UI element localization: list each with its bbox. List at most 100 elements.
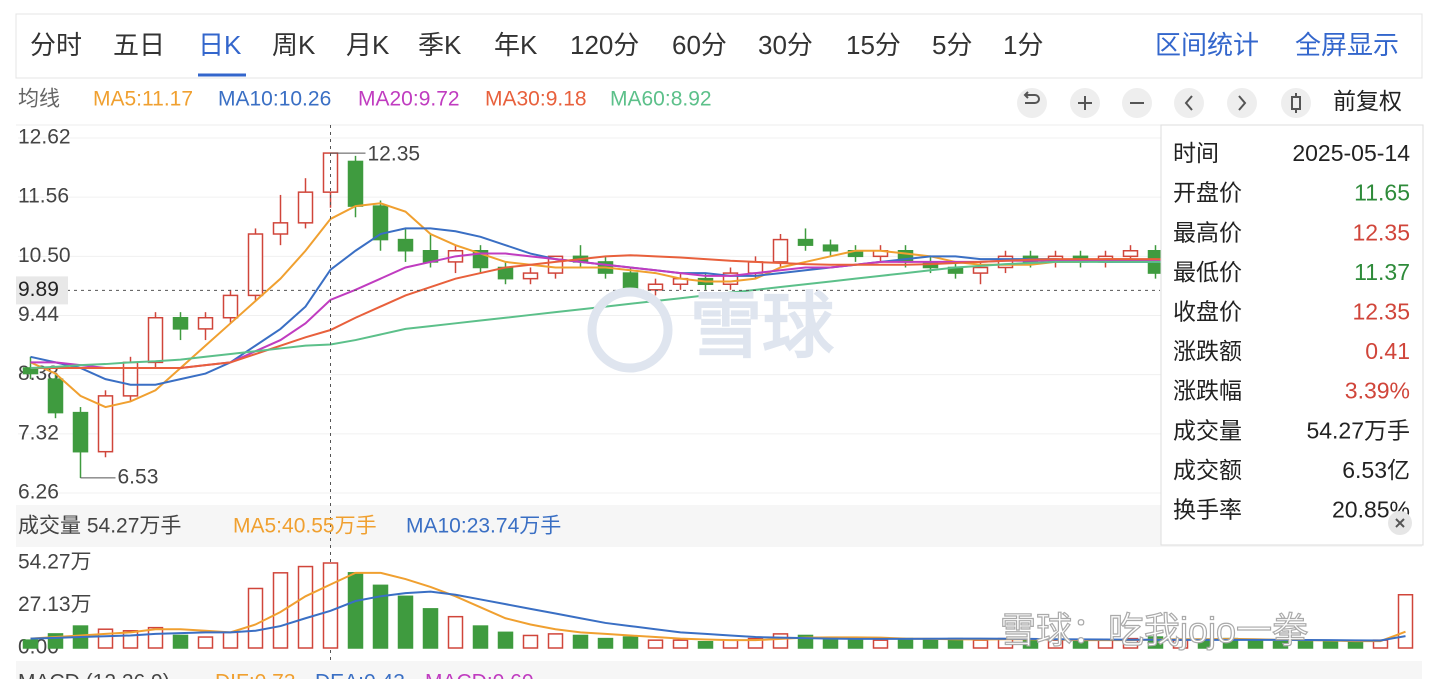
watermark: 雪球: [690, 287, 835, 367]
tab[interactable]: 周K: [272, 30, 316, 60]
tab[interactable]: 日K: [198, 30, 242, 60]
volume-bar: [197, 636, 214, 649]
volume-bar: [747, 637, 764, 649]
volume-bar: [147, 626, 164, 649]
close-glyph: [1395, 518, 1405, 528]
volume-bar: [372, 584, 389, 649]
volume-bar: [1397, 593, 1414, 649]
adjust-mode[interactable]: 前复权: [1333, 88, 1402, 114]
tab[interactable]: 1分: [1003, 30, 1043, 60]
candle-body: [622, 272, 639, 291]
tab[interactable]: 月K: [346, 30, 390, 60]
candle-body: [522, 272, 539, 280]
tab[interactable]: 120分: [570, 30, 639, 60]
toolbar-glyphs: [1023, 91, 1301, 113]
candle-body: [197, 316, 214, 330]
tab[interactable]: 年K: [494, 30, 538, 60]
volume-bar: [722, 639, 739, 649]
volume-bar: [622, 636, 639, 649]
candle-body: [147, 316, 164, 364]
ma-legend: MA5:11.17: [93, 88, 193, 111]
info-label: 时间: [1173, 140, 1219, 166]
info-label: 收盘价: [1173, 298, 1242, 324]
tab[interactable]: 分时: [30, 30, 82, 60]
y-tick-label: 54.27万: [18, 551, 92, 574]
info-value: 3.39%: [1345, 378, 1410, 404]
watermark-group: 雪球 雪球：吃我jojo一拳: [587, 287, 1309, 651]
tab[interactable]: 30分: [758, 30, 813, 60]
y-tick-label: 9.44: [18, 303, 59, 326]
volume-bar: [497, 631, 514, 649]
y-tick-label: 10.50: [18, 244, 71, 267]
ma-legend: MA60:8.92: [610, 88, 712, 111]
volume-bar: [847, 639, 864, 649]
info-label: 换手率: [1173, 496, 1242, 522]
info-value: 11.65: [1354, 180, 1410, 206]
volume-bar: [247, 587, 264, 649]
tab[interactable]: 5分: [932, 30, 972, 60]
info-label: 涨跌幅: [1173, 378, 1242, 404]
ma-legend: MA10:10.26: [218, 88, 331, 111]
candle-body: [822, 244, 839, 252]
watermark-logo: [587, 287, 673, 373]
candle-body: [722, 272, 739, 285]
tab[interactable]: 五日: [113, 30, 165, 60]
volume-bar: [522, 634, 539, 649]
info-value: 0.41: [1365, 338, 1410, 364]
candle-body: [297, 191, 314, 224]
high-label: 12.35: [368, 143, 421, 166]
volume-bar: [1122, 637, 1139, 649]
tab-bar: [15, 13, 1423, 79]
volume-ma-legend: MA10:23.74万手: [406, 515, 561, 538]
volume-bar: [97, 628, 114, 649]
volume-bar: [472, 625, 489, 649]
macd-label: DEA:0.43: [315, 671, 405, 679]
candle-body: [97, 395, 114, 453]
right-tab[interactable]: 全屏显示: [1295, 30, 1399, 60]
macd-header-band: [16, 661, 1422, 679]
tab[interactable]: 季K: [418, 30, 462, 60]
volume-bar: [597, 637, 614, 649]
y-tick-label: 27.13万: [18, 593, 92, 616]
volume-bar: [22, 639, 39, 649]
volume-bar: [572, 634, 589, 649]
y-tick-label: 12.62: [18, 126, 71, 149]
volume-ma-line: [30, 590, 1406, 642]
volume-bar: [1347, 640, 1364, 649]
volume-bar: [297, 565, 314, 649]
candle-body: [972, 266, 989, 274]
right-tab[interactable]: 区间统计: [1155, 30, 1259, 60]
candle-body: [172, 316, 189, 330]
volume-bar: [1072, 640, 1089, 649]
volume-bar: [772, 633, 789, 649]
toolbar-icons[interactable]: [1017, 88, 1311, 118]
crosshair-label: 9.89: [18, 278, 59, 301]
low-label: 6.53: [118, 465, 159, 488]
volume-bar: [972, 639, 989, 649]
candle-body: [772, 238, 789, 263]
candle-body: [347, 160, 364, 207]
macd-label: MACD:0.60: [425, 671, 534, 679]
candle-body: [1122, 250, 1139, 258]
y-tick-label: 7.32: [18, 421, 59, 444]
y-tick-label: 11.56: [18, 185, 69, 208]
info-value: 11.37: [1354, 259, 1410, 285]
tab[interactable]: 60分: [672, 30, 727, 60]
info-label: 成交额: [1173, 457, 1242, 483]
volume-bar: [272, 572, 289, 649]
candle-body: [647, 283, 664, 291]
volume-bar: [172, 634, 189, 649]
volume-bar: [422, 608, 439, 649]
volume-bar: [822, 637, 839, 649]
volume-bar: [872, 639, 889, 649]
info-panel-box: [1160, 124, 1424, 546]
candle-body: [797, 238, 814, 246]
macd-label: MACD (12,26,9): [18, 671, 170, 679]
y-tick-label: 6.26: [18, 481, 59, 504]
tab[interactable]: 15分: [846, 30, 901, 60]
candle-body: [222, 294, 239, 319]
volume-bar: [922, 639, 939, 649]
ma-legend: MA30:9.18: [485, 88, 587, 111]
